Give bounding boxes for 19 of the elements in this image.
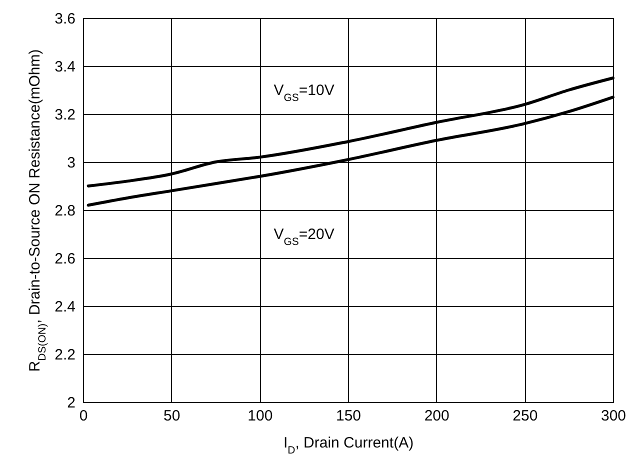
y-tick-label: 3 [67,154,76,172]
y-tick-label: 2.4 [54,298,76,316]
annotation: V$_{GS}$=10V [274,82,334,104]
y-tick-label: 3.4 [54,58,76,76]
x-tick-label: 300 [600,408,626,424]
x-tick-label: 250 [512,408,538,424]
x-tick-label: 0 [79,408,88,424]
y-tick-label: 2.8 [54,202,76,220]
x-tick-label: 100 [248,408,273,424]
x-axis-title: I$_{D}$, Drain Current(A) [283,434,414,456]
y-tick-label: 2 [67,394,76,412]
y-tick-label: 2.2 [54,346,76,364]
y-tick-label: 2.6 [54,250,76,268]
y-tick-label: 3.6 [54,10,76,28]
annotation: V$_{GS}$=20V [274,226,334,248]
x-tick-label: 200 [424,408,450,424]
x-tick-label: 50 [163,408,180,424]
x-tick-label: 150 [336,408,362,424]
y-tick-label: 3.2 [54,106,76,124]
